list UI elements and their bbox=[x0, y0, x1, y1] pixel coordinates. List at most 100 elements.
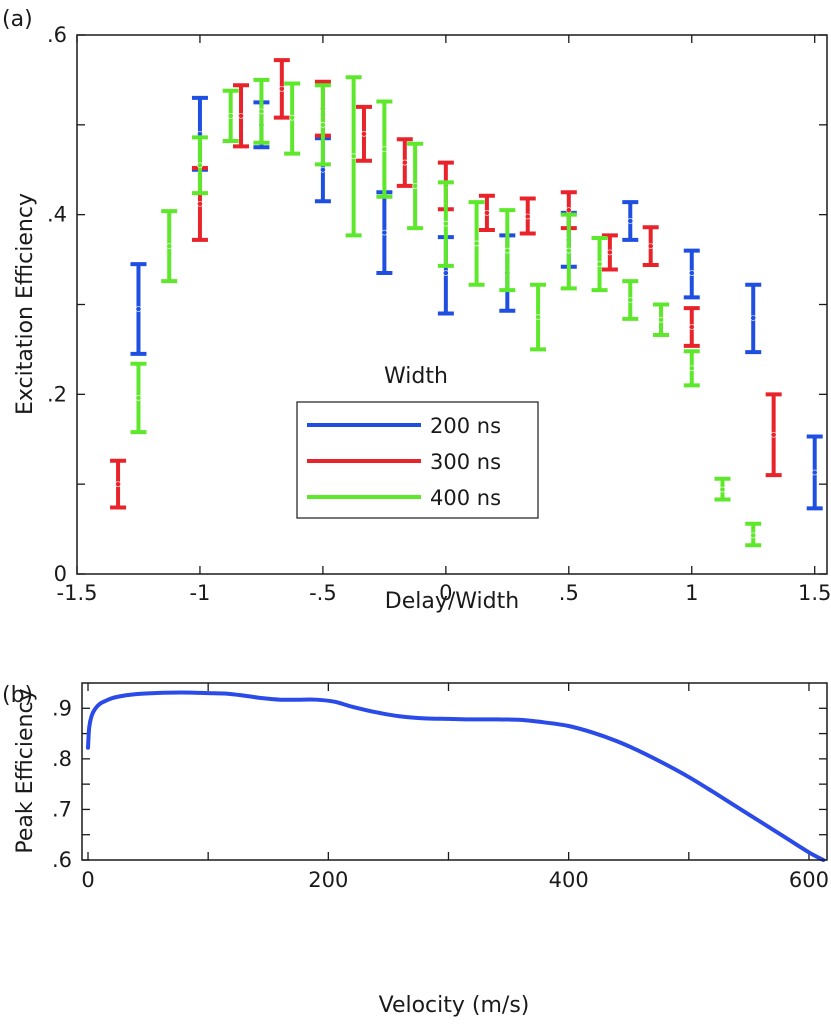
errorbar-point bbox=[345, 75, 362, 238]
data-point bbox=[565, 207, 572, 214]
x-tick-label: .5 bbox=[559, 581, 579, 605]
errorbar-point bbox=[253, 77, 270, 145]
y-tick-label: .9 bbox=[52, 696, 72, 720]
errorbar-point bbox=[601, 233, 618, 272]
errorbar-point bbox=[519, 196, 536, 236]
errorbar-point bbox=[530, 282, 547, 352]
legend-label-400ns: 400 ns bbox=[430, 486, 501, 510]
y-tick-label: .8 bbox=[52, 747, 72, 771]
errorbar-point bbox=[642, 225, 659, 267]
data-point bbox=[166, 243, 173, 250]
data-point bbox=[535, 314, 541, 320]
data-point bbox=[350, 153, 357, 160]
data-point bbox=[258, 108, 265, 115]
x-tick-label: 600 bbox=[789, 868, 829, 892]
errorbar-point bbox=[478, 193, 495, 232]
data-point bbox=[658, 316, 664, 323]
data-point bbox=[811, 469, 818, 476]
panel-a: (a) -1.5 -1 -.5 0.5 1 1.50.2.4.6 Delay/Width … bbox=[2, 7, 831, 614]
panel-a-label: (a) bbox=[2, 7, 33, 32]
legend: Width 200 ns 300 ns 400 ns bbox=[296, 364, 539, 519]
panel-b-xlabel: Velocity (m/s) bbox=[379, 993, 530, 1018]
x-tick-label: 0 bbox=[81, 868, 94, 892]
data-point bbox=[320, 166, 326, 173]
y-tick-label: .2 bbox=[47, 382, 67, 406]
data-point bbox=[719, 486, 726, 493]
x-tick-label: -1.5 bbox=[57, 581, 98, 605]
data-point bbox=[135, 306, 142, 312]
data-point bbox=[688, 270, 695, 276]
errorbar-point bbox=[314, 83, 331, 167]
series-line-peak-efficiency bbox=[86, 690, 826, 862]
errorbar-point bbox=[273, 58, 290, 120]
x-tick-label: 0 bbox=[439, 581, 452, 605]
data-point bbox=[278, 86, 285, 92]
errorbar-point bbox=[683, 349, 700, 388]
errorbar-point bbox=[222, 88, 239, 144]
data-point bbox=[647, 243, 654, 250]
errorbar-point bbox=[560, 212, 577, 291]
data-point bbox=[320, 121, 326, 128]
series-400ns bbox=[130, 75, 762, 548]
errorbar-point bbox=[130, 361, 147, 435]
data-point bbox=[361, 130, 367, 137]
panel-a-frame bbox=[76, 34, 828, 575]
panel-a-ylabel: Excitation Efficiency bbox=[13, 193, 38, 415]
legend-label-300ns: 300 ns bbox=[430, 450, 501, 474]
errorbar-point bbox=[683, 306, 700, 348]
data-point bbox=[565, 247, 572, 254]
errorbar-point bbox=[499, 208, 516, 293]
data-point bbox=[524, 213, 531, 220]
errorbar-point bbox=[161, 209, 178, 284]
panel-b-frame bbox=[81, 682, 828, 861]
data-point bbox=[688, 324, 695, 330]
data-point bbox=[750, 315, 757, 321]
errorbar-point bbox=[437, 180, 454, 268]
errorbar-point bbox=[591, 236, 608, 293]
errorbar-point bbox=[376, 190, 393, 276]
legend-label-200ns: 200 ns bbox=[430, 414, 501, 438]
errorbar-point bbox=[745, 521, 762, 548]
y-tick-label: .6 bbox=[52, 848, 72, 872]
panel-b: (b) 0 200 400 600 .6 .7 .8 .9 Velocity (m/s) Pe… bbox=[2, 682, 829, 1018]
data-point bbox=[381, 229, 388, 236]
x-tick-label: 400 bbox=[549, 868, 589, 892]
data-point bbox=[442, 220, 449, 227]
data-point bbox=[381, 146, 388, 152]
data-point bbox=[115, 481, 121, 488]
errorbar-point bbox=[745, 282, 762, 355]
panel-b-ylabel: Peak Efficiency bbox=[13, 688, 38, 853]
data-point bbox=[238, 112, 244, 119]
data-point bbox=[688, 365, 695, 372]
errorbar-point bbox=[468, 200, 485, 287]
errorbar-point bbox=[806, 434, 823, 511]
data-point bbox=[197, 162, 203, 169]
y-tick-label: 0 bbox=[54, 562, 67, 586]
errorbar-point bbox=[233, 83, 250, 149]
data-point bbox=[227, 112, 234, 119]
panel-a-ticks: -1.5 -1 -.5 0 .5 1 1.5 0 .2 .4 .6 bbox=[47, 23, 831, 605]
x-tick-label: -.5 bbox=[309, 581, 337, 605]
data-point bbox=[289, 114, 296, 121]
errorbar-point bbox=[622, 279, 639, 321]
x-tick-label: 200 bbox=[308, 868, 348, 892]
errorbar-point bbox=[407, 141, 424, 231]
data-point bbox=[606, 249, 613, 256]
data-point bbox=[484, 209, 490, 216]
x-tick-label: 1.5 bbox=[798, 581, 831, 605]
y-tick-label: .6 bbox=[47, 23, 67, 47]
errorbar-point bbox=[130, 262, 147, 356]
y-tick-label: .7 bbox=[52, 797, 72, 821]
data-point bbox=[627, 218, 634, 224]
errorbar-point bbox=[284, 81, 301, 156]
panel-a-xlabel: Delay/Width bbox=[385, 589, 519, 614]
x-tick-label: -1 bbox=[189, 581, 210, 605]
errorbar-point bbox=[110, 458, 127, 510]
data-point bbox=[442, 270, 449, 276]
errorbar-point bbox=[355, 104, 372, 163]
data-point bbox=[401, 159, 408, 166]
errorbar-point bbox=[765, 392, 782, 478]
panel-a-marks bbox=[110, 58, 823, 548]
legend-title: Width bbox=[384, 364, 448, 389]
